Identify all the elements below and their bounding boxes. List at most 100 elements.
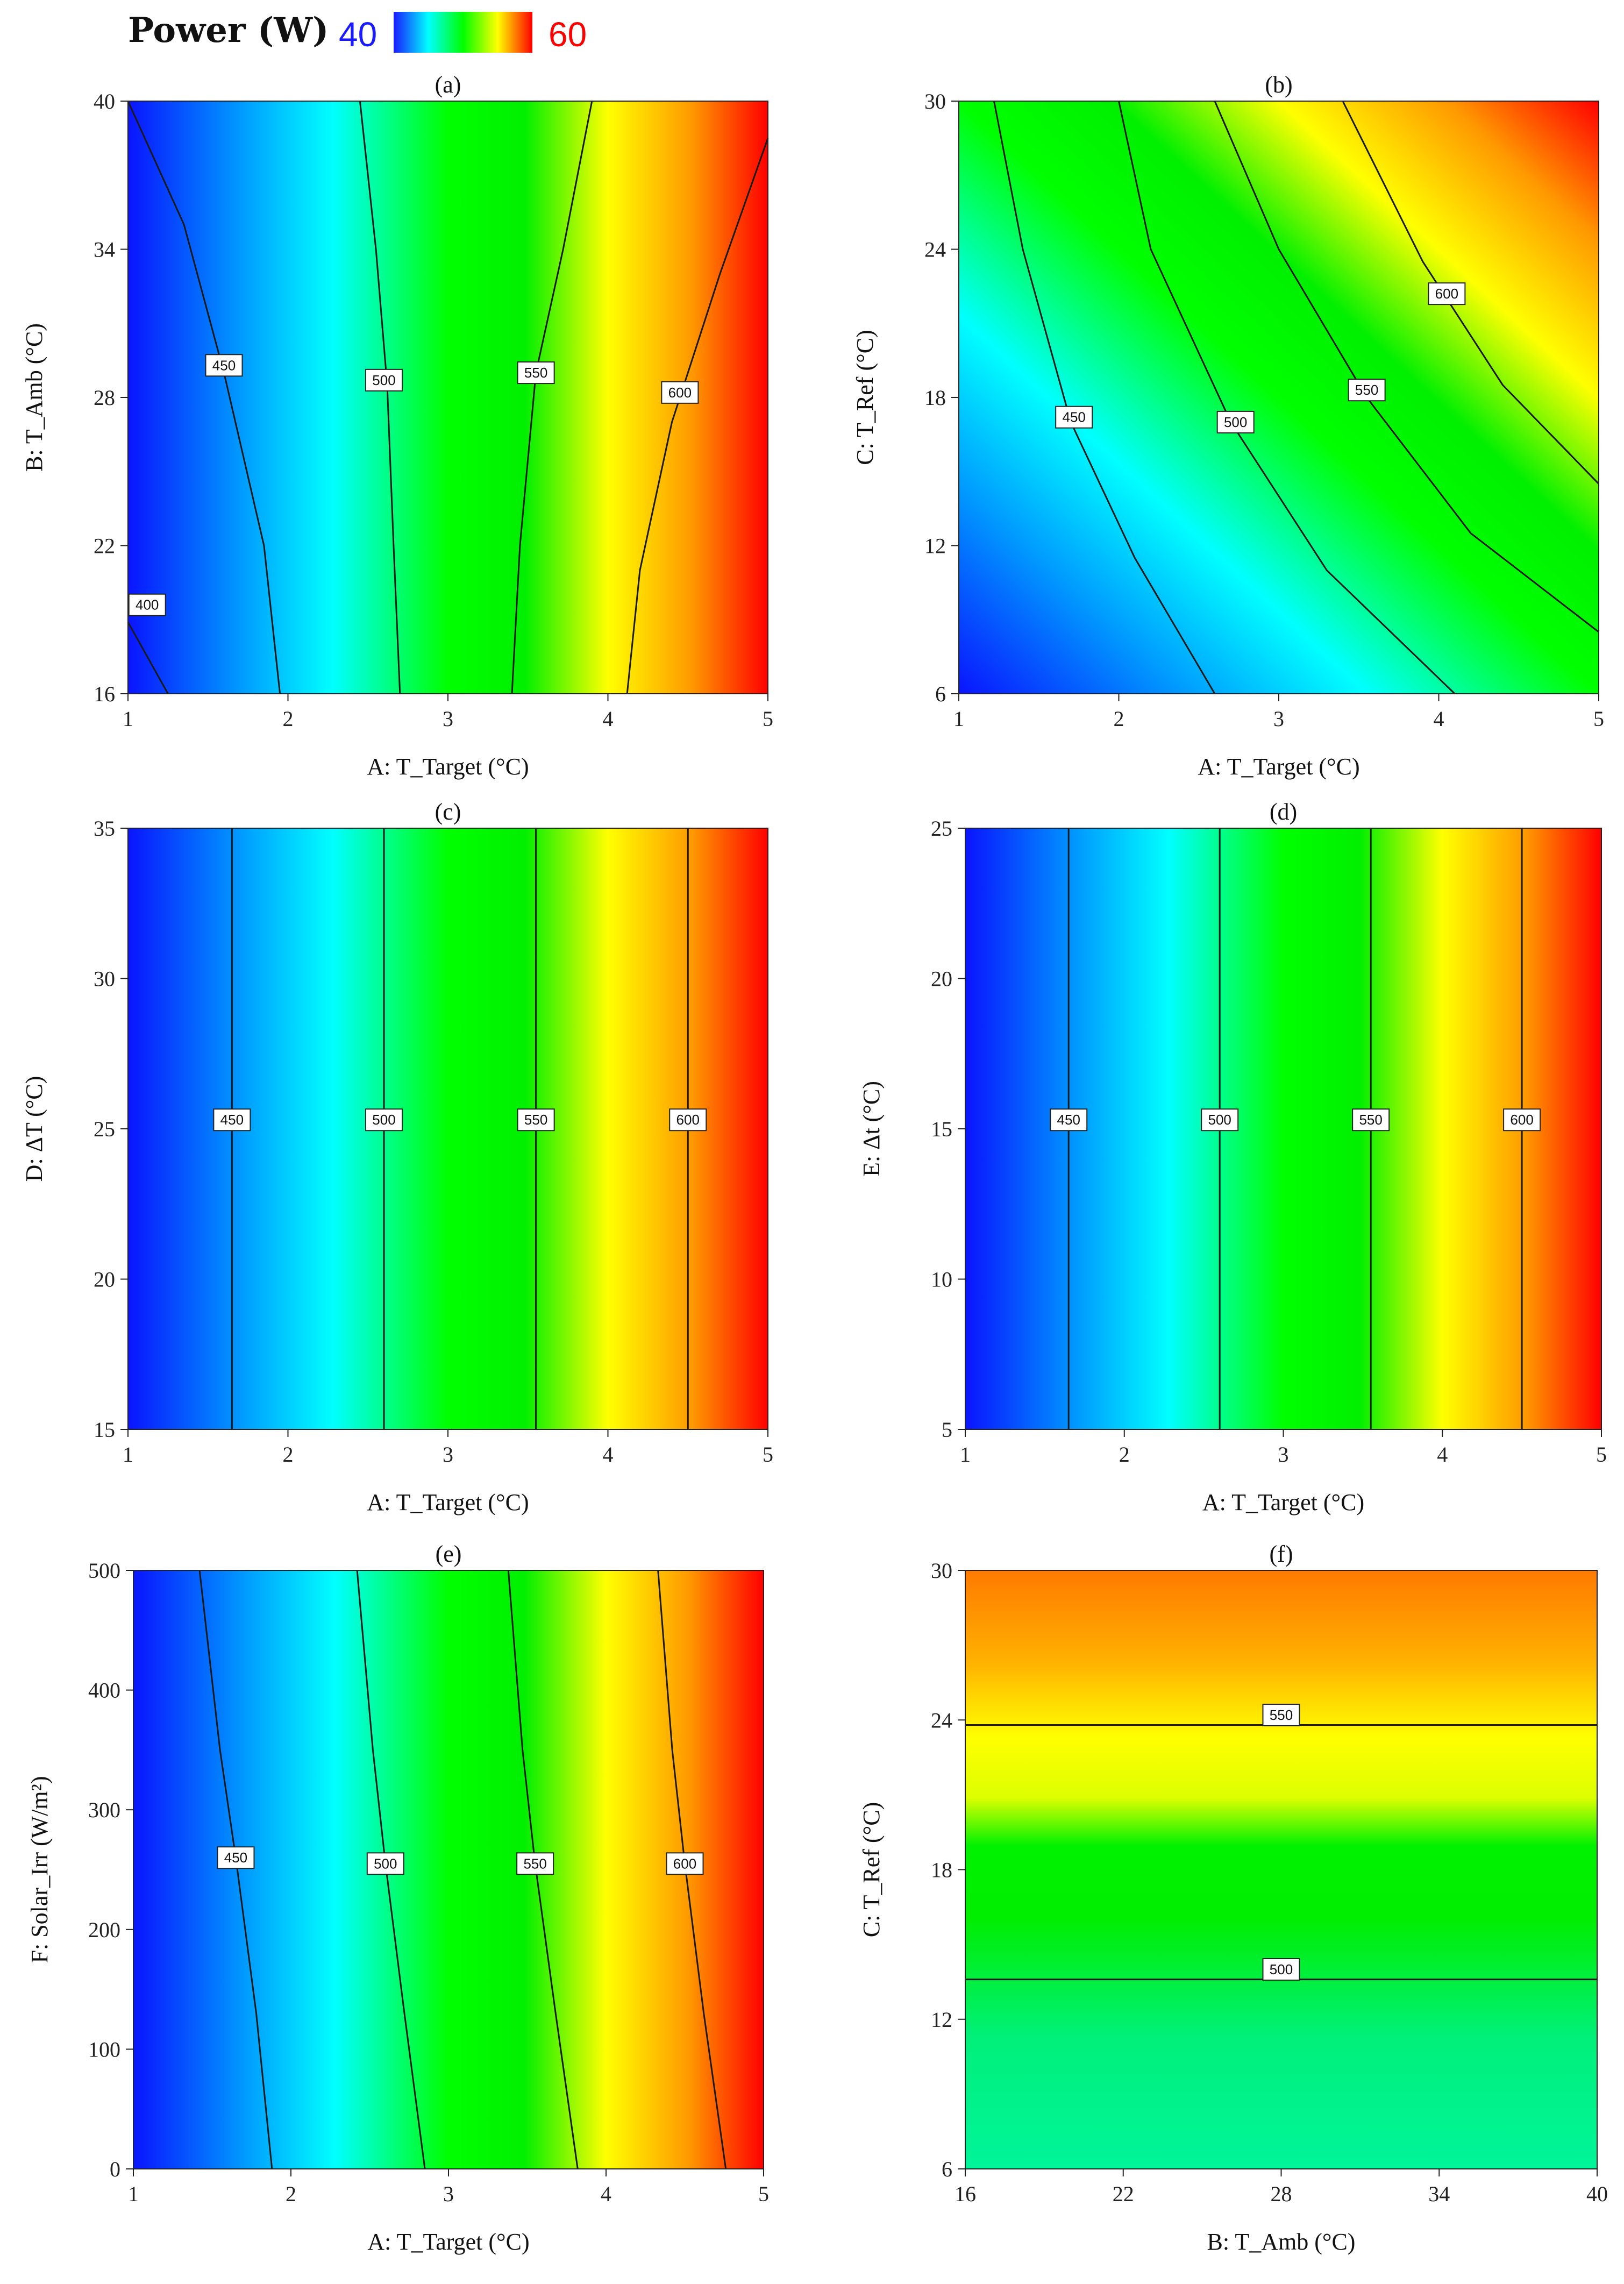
contour-label-box <box>666 1852 704 1875</box>
y-tick-label: 15 <box>931 1117 952 1141</box>
contour-label-400: 400 <box>128 593 166 616</box>
x-tick-label: 4 <box>1437 1442 1448 1467</box>
contour-label-text: 550 <box>1359 1112 1382 1128</box>
y-axis-label: F: Solar_Irr (W/m²) <box>26 1776 53 1963</box>
x-axis-label: A: T_Target (°C) <box>1198 753 1359 780</box>
contour-label-500: 500 <box>365 368 403 392</box>
x-axis-label: A: T_Target (°C) <box>1202 1489 1364 1515</box>
contour-label-box <box>517 1108 555 1132</box>
x-tick-label: 1 <box>953 707 964 731</box>
contour-label-500: 500 <box>1262 1958 1300 1981</box>
x-tick-label: 3 <box>443 707 453 731</box>
contour-label-box <box>366 1852 404 1875</box>
contour-label-box <box>217 1846 255 1869</box>
y-tick-label: 40 <box>94 89 115 113</box>
panel-title: (d) <box>1270 799 1297 825</box>
y-axis-label: E: Δt (°C) <box>858 1081 885 1177</box>
y-tick-label: 10 <box>931 1268 952 1292</box>
contour-label-500: 500 <box>365 1108 403 1132</box>
heatmap-fill-5 <box>965 1570 1597 2169</box>
y-tick-label: 28 <box>94 386 115 410</box>
contour-label-550: 550 <box>1352 1108 1390 1132</box>
contour-label-500: 500 <box>1216 410 1255 433</box>
contour-label-text: 550 <box>523 1855 546 1872</box>
x-tick-label: 3 <box>1278 1442 1289 1467</box>
y-tick-label: 12 <box>931 2008 952 2032</box>
contour-label-450: 450 <box>205 354 243 377</box>
x-tick-label: 5 <box>758 2182 769 2206</box>
x-tick-label: 34 <box>1428 2182 1450 2206</box>
x-tick-label: 2 <box>286 2182 296 2206</box>
x-tick-label: 4 <box>603 707 614 731</box>
x-tick-label: 5 <box>763 1442 773 1467</box>
contour-label-550: 550 <box>517 1108 555 1132</box>
y-tick-label: 500 <box>88 1559 120 1583</box>
x-tick-label: 3 <box>1273 707 1284 731</box>
contour-label-text: 550 <box>1355 382 1378 398</box>
contour-label-600: 600 <box>1428 282 1466 305</box>
contour-label-text: 450 <box>1063 409 1086 425</box>
x-tick-label: 3 <box>443 2182 454 2206</box>
x-tick-label: 4 <box>603 1442 614 1467</box>
contour-label-text: 550 <box>524 365 547 381</box>
y-tick-label: 18 <box>931 1858 952 1882</box>
contour-label-600: 600 <box>669 1108 707 1132</box>
x-tick-label: 22 <box>1113 2182 1134 2206</box>
contour-label-text: 500 <box>1224 414 1247 430</box>
contour-label-500: 500 <box>1201 1108 1239 1132</box>
x-tick-label: 2 <box>283 1442 294 1467</box>
y-tick-label: 30 <box>924 89 946 113</box>
panel-title: (b) <box>1265 72 1292 98</box>
y-tick-label: 20 <box>931 967 952 991</box>
x-tick-label: 3 <box>443 1442 453 1467</box>
y-tick-label: 400 <box>88 1678 120 1703</box>
contour-label-text: 400 <box>136 597 159 613</box>
contour-label-550: 550 <box>516 1852 554 1875</box>
contour-label-box <box>1050 1108 1088 1132</box>
contour-label-text: 450 <box>212 357 236 373</box>
y-tick-label: 6 <box>942 2157 952 2181</box>
contour-label-550: 550 <box>517 361 555 385</box>
panel-title: (f) <box>1270 1541 1293 1567</box>
contour-label-600: 600 <box>1503 1108 1541 1132</box>
y-tick-label: 22 <box>94 534 115 558</box>
panel-title: (a) <box>435 72 461 98</box>
y-tick-label: 24 <box>924 238 946 262</box>
y-tick-label: 6 <box>935 682 946 706</box>
contour-label-box <box>365 368 403 392</box>
x-axis-label: A: T_Target (°C) <box>367 1489 529 1515</box>
y-tick-label: 100 <box>88 2037 120 2061</box>
x-axis-label: A: T_Target (°C) <box>367 2229 529 2255</box>
x-tick-label: 1 <box>128 2182 139 2206</box>
y-tick-label: 200 <box>88 1918 120 1942</box>
y-tick-label: 25 <box>94 1117 115 1141</box>
contour-label-box <box>1352 1108 1390 1132</box>
contour-label-600: 600 <box>661 381 699 404</box>
legend-colorbar <box>394 12 532 53</box>
x-tick-label: 40 <box>1586 2182 1608 2206</box>
contour-label-text: 450 <box>1057 1112 1080 1128</box>
x-axis-label: A: T_Target (°C) <box>367 753 529 780</box>
y-tick-label: 18 <box>924 386 946 410</box>
contour-label-text: 600 <box>676 1112 700 1128</box>
contour-label-box <box>1216 410 1255 433</box>
contour-label-box <box>205 354 243 377</box>
y-axis-label: B: T_Amb (°C) <box>21 323 47 472</box>
contour-label-text: 600 <box>1510 1112 1533 1128</box>
y-axis-label: D: ΔT (°C) <box>21 1076 47 1182</box>
y-tick-label: 16 <box>94 682 115 706</box>
contour-label-text: 600 <box>673 1855 696 1872</box>
contour-label-box <box>516 1852 554 1875</box>
contour-label-text: 450 <box>224 1849 247 1866</box>
x-tick-label: 1 <box>123 707 133 731</box>
contour-label-500: 500 <box>366 1852 404 1875</box>
contour-label-text: 550 <box>1270 1707 1293 1723</box>
contour-label-text: 600 <box>668 385 692 401</box>
contour-label-600: 600 <box>666 1852 704 1875</box>
contour-label-450: 450 <box>217 1846 255 1869</box>
contour-label-box <box>1055 405 1093 429</box>
